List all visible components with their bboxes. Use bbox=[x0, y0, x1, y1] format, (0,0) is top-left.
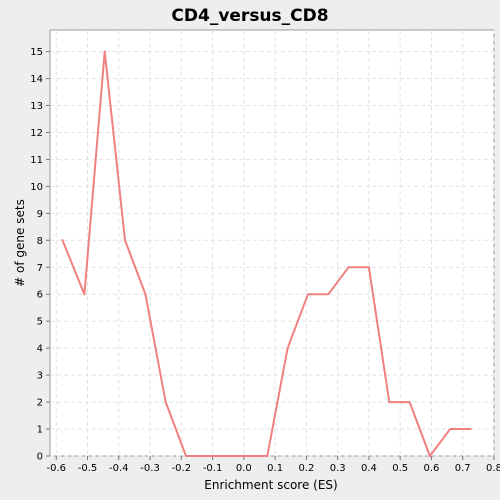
x-tick-label: -0.4 bbox=[109, 463, 129, 474]
y-tick-label: 2 bbox=[37, 398, 43, 409]
data-point bbox=[469, 428, 472, 431]
data-point bbox=[327, 293, 330, 296]
plot-area bbox=[49, 29, 495, 457]
data-point bbox=[103, 50, 106, 53]
data-point bbox=[286, 347, 289, 350]
y-tick-label: 1 bbox=[37, 425, 43, 436]
x-tick-label: 0.6 bbox=[424, 463, 440, 474]
data-point bbox=[428, 455, 431, 457]
y-tick-label: 13 bbox=[30, 101, 43, 112]
data-point bbox=[144, 293, 147, 296]
data-point bbox=[225, 455, 228, 457]
x-tick-label: 0.2 bbox=[298, 463, 314, 474]
data-point bbox=[205, 455, 208, 457]
y-tick-label: 7 bbox=[37, 263, 43, 274]
x-tick-label: 0.4 bbox=[361, 463, 377, 474]
data-point bbox=[347, 266, 350, 269]
x-axis-label: Enrichment score (ES) bbox=[204, 478, 337, 492]
data-point bbox=[388, 401, 391, 404]
x-tick-label: 0.1 bbox=[267, 463, 283, 474]
ticks: -0.6 -0.5 -0.4 -0.3 -0.2 -0.1 0.0 0.1 0.2 0.3 0.4 0… bbox=[30, 47, 500, 474]
data-point bbox=[61, 239, 64, 242]
x-tick-label: -0.6 bbox=[46, 463, 66, 474]
data-point bbox=[83, 293, 86, 296]
data-point bbox=[306, 293, 309, 296]
y-tick-label: 4 bbox=[37, 344, 43, 355]
y-tick-label: 5 bbox=[37, 317, 43, 328]
x-tick-label: -0.5 bbox=[78, 463, 98, 474]
y-tick-label: 0 bbox=[37, 452, 43, 463]
y-tick-label: 12 bbox=[30, 128, 43, 139]
x-tick-label: 0.8 bbox=[486, 463, 500, 474]
y-tick-label: 6 bbox=[37, 290, 43, 301]
x-tick-label: 0.3 bbox=[330, 463, 346, 474]
y-axis-label: # of gene sets bbox=[13, 199, 27, 287]
series-layer bbox=[61, 50, 472, 457]
x-tick-label: -0.3 bbox=[140, 463, 160, 474]
y-tick-label: 9 bbox=[37, 209, 43, 220]
data-point bbox=[449, 428, 452, 431]
data-point bbox=[367, 266, 370, 269]
data-point bbox=[185, 455, 188, 457]
grid bbox=[50, 30, 495, 457]
x-tick-label: 0.5 bbox=[392, 463, 408, 474]
y-tick-label: 15 bbox=[30, 47, 43, 58]
chart-title: CD4_versus_CD8 bbox=[171, 6, 328, 26]
y-tick-label: 8 bbox=[37, 236, 43, 247]
x-tick-label: 0.0 bbox=[236, 463, 252, 474]
data-point bbox=[164, 401, 167, 404]
y-tick-label: 3 bbox=[37, 371, 43, 382]
x-tick-label: 0.7 bbox=[455, 463, 471, 474]
data-point bbox=[408, 401, 411, 404]
data-point bbox=[266, 455, 269, 457]
y-tick-label: 14 bbox=[30, 74, 43, 85]
y-tick-label: 11 bbox=[30, 155, 43, 166]
x-tick-label: -0.2 bbox=[172, 463, 192, 474]
y-tick-label: 10 bbox=[30, 182, 43, 193]
data-point bbox=[124, 239, 127, 242]
data-point bbox=[245, 455, 248, 457]
x-tick-label: -0.1 bbox=[203, 463, 223, 474]
